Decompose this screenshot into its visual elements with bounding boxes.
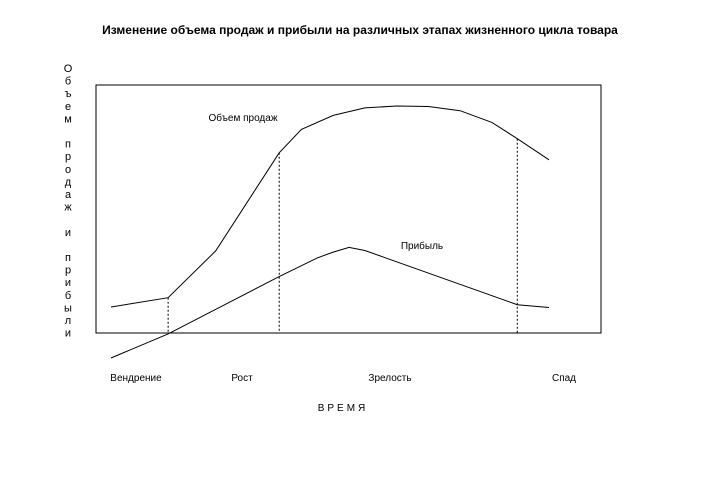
y-axis-label-letter: и <box>65 328 71 340</box>
y-axis-label-letter: О <box>64 63 73 75</box>
series-line-sales <box>110 105 550 308</box>
plot-frame <box>95 84 602 334</box>
y-axis-label-letter: а <box>65 189 72 201</box>
phase-label-3: Зрелость <box>368 373 411 384</box>
y-axis-label-letter: о <box>65 164 71 176</box>
y-axis-label-letter: р <box>65 265 71 277</box>
phase-boundaries <box>167 138 518 333</box>
series-lines <box>110 105 550 359</box>
y-axis-label-letter: р <box>65 151 71 163</box>
y-axis-label-letter: л <box>65 315 71 327</box>
y-axis-label-letter: ъ <box>65 88 72 100</box>
y-axis-label-letter: и <box>65 277 71 289</box>
chart-title: Изменение объема продаж и прибыли на раз… <box>102 23 618 37</box>
y-axis-label-letter: м <box>64 113 72 125</box>
y-axis-label-letter: д <box>65 176 72 188</box>
phase-label-1: Вендрение <box>110 373 162 384</box>
series-labels: Объем продаж Прибыль <box>208 112 443 252</box>
y-axis-label-letter: п <box>65 252 71 264</box>
x-axis-label: ВРЕМЯ <box>318 403 369 414</box>
phase-label-2: Рост <box>231 373 253 384</box>
series-label-profit: Прибыль <box>401 240 443 252</box>
y-axis-label-letter: ы <box>64 302 72 314</box>
y-axis-label-letter: ж <box>64 202 72 214</box>
y-axis-label-letter: б <box>65 76 71 88</box>
phase-label-4: Спад <box>552 373 576 384</box>
y-axis-label-letter: и <box>65 227 71 239</box>
y-axis-label-letter: е <box>65 101 71 113</box>
y-axis-label-letter: п <box>65 139 71 151</box>
y-axis-label-letter: б <box>65 290 71 302</box>
series-line-profit <box>110 246 550 359</box>
series-label-sales: Объем продаж <box>208 112 277 124</box>
x-phase-labels: Вендрение Рост Зрелость Спад <box>110 373 576 384</box>
